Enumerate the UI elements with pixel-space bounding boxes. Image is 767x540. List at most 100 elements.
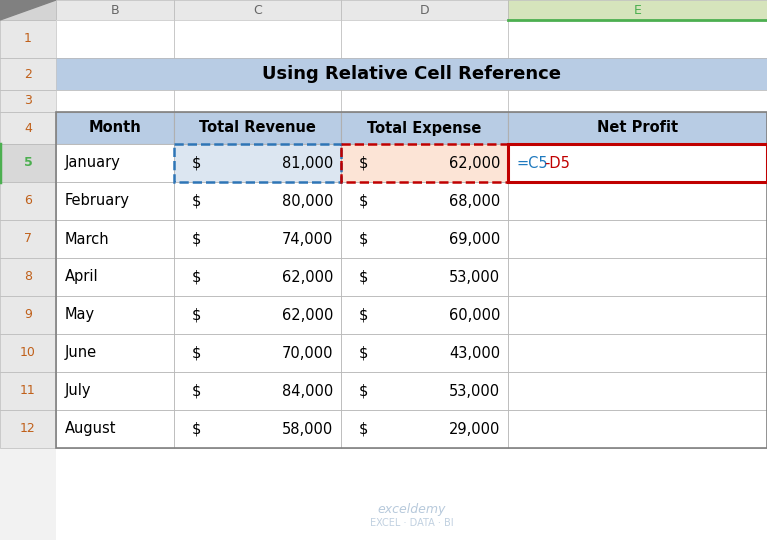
Text: C: C xyxy=(253,3,262,17)
Text: $: $ xyxy=(359,422,368,436)
Bar xyxy=(56,220,174,258)
Bar xyxy=(56,0,174,20)
Bar xyxy=(341,296,508,334)
Text: $: $ xyxy=(359,232,368,246)
Bar xyxy=(341,144,508,182)
Bar xyxy=(174,90,341,112)
Text: 53,000: 53,000 xyxy=(449,269,500,285)
Bar xyxy=(0,144,56,182)
Bar xyxy=(0,258,56,296)
Bar xyxy=(56,258,174,296)
Text: Total Revenue: Total Revenue xyxy=(199,120,316,136)
Text: Net Profit: Net Profit xyxy=(597,120,678,136)
Bar xyxy=(341,220,508,258)
Bar xyxy=(508,334,767,372)
Polygon shape xyxy=(0,0,56,20)
Text: EXCEL · DATA · BI: EXCEL · DATA · BI xyxy=(370,518,453,528)
Bar xyxy=(56,410,174,448)
Text: 60,000: 60,000 xyxy=(449,307,500,322)
Text: $: $ xyxy=(192,422,202,436)
Bar xyxy=(508,144,767,182)
Bar xyxy=(341,182,508,220)
Bar xyxy=(56,90,174,112)
Text: 68,000: 68,000 xyxy=(449,193,500,208)
Bar xyxy=(508,112,767,144)
Bar xyxy=(56,296,174,334)
Text: 11: 11 xyxy=(20,384,36,397)
Bar xyxy=(0,334,56,372)
Bar xyxy=(508,182,767,220)
Text: $: $ xyxy=(192,156,202,171)
Bar xyxy=(0,58,56,90)
Bar xyxy=(508,0,767,20)
Bar xyxy=(341,334,508,372)
Bar xyxy=(341,258,508,296)
Text: Month: Month xyxy=(89,120,141,136)
Text: D: D xyxy=(420,3,430,17)
Text: 29,000: 29,000 xyxy=(449,422,500,436)
Bar xyxy=(508,144,767,182)
Bar xyxy=(174,0,341,20)
Text: 62,000: 62,000 xyxy=(281,269,333,285)
Bar xyxy=(0,296,56,334)
Bar xyxy=(174,296,341,334)
Bar xyxy=(174,258,341,296)
Bar xyxy=(56,144,174,182)
Text: Using Relative Cell Reference: Using Relative Cell Reference xyxy=(262,65,561,83)
Bar xyxy=(56,112,767,448)
Text: 9: 9 xyxy=(24,308,32,321)
Text: January: January xyxy=(65,156,121,171)
Text: 43,000: 43,000 xyxy=(449,346,500,361)
Text: E: E xyxy=(634,3,641,17)
Bar xyxy=(56,334,174,372)
Bar xyxy=(341,90,508,112)
Bar xyxy=(341,0,508,20)
Text: Total Expense: Total Expense xyxy=(367,120,482,136)
Text: $: $ xyxy=(192,232,202,246)
Bar xyxy=(174,144,341,182)
Text: 4: 4 xyxy=(24,122,32,134)
Text: 58,000: 58,000 xyxy=(281,422,333,436)
Bar xyxy=(174,410,341,448)
Text: 2: 2 xyxy=(24,68,32,80)
Bar xyxy=(508,296,767,334)
Text: June: June xyxy=(65,346,97,361)
Text: 5: 5 xyxy=(24,157,32,170)
Text: March: March xyxy=(65,232,110,246)
Bar xyxy=(508,90,767,112)
Bar xyxy=(341,20,508,58)
Text: $: $ xyxy=(192,346,202,361)
Bar xyxy=(56,372,174,410)
Text: May: May xyxy=(65,307,95,322)
Text: July: July xyxy=(65,383,91,399)
Text: $: $ xyxy=(359,156,368,171)
Bar xyxy=(0,0,56,20)
Bar xyxy=(341,372,508,410)
Text: $: $ xyxy=(359,383,368,399)
Bar xyxy=(174,372,341,410)
Text: 10: 10 xyxy=(20,347,36,360)
Bar xyxy=(174,182,341,220)
Bar xyxy=(341,112,508,144)
Text: $: $ xyxy=(192,307,202,322)
Bar xyxy=(508,220,767,258)
Text: $: $ xyxy=(359,346,368,361)
Text: 7: 7 xyxy=(24,233,32,246)
Text: exceldemy: exceldemy xyxy=(377,503,446,516)
Text: 69,000: 69,000 xyxy=(449,232,500,246)
Text: $: $ xyxy=(192,269,202,285)
Bar xyxy=(0,20,56,58)
Bar xyxy=(508,372,767,410)
Text: 3: 3 xyxy=(24,94,32,107)
Text: 12: 12 xyxy=(20,422,36,435)
Bar xyxy=(174,20,341,58)
Text: April: April xyxy=(65,269,99,285)
Bar xyxy=(174,220,341,258)
Bar xyxy=(0,410,56,448)
Bar xyxy=(341,410,508,448)
Text: 8: 8 xyxy=(24,271,32,284)
Text: $: $ xyxy=(192,383,202,399)
Bar xyxy=(508,20,767,58)
Bar xyxy=(174,144,341,182)
Bar xyxy=(174,334,341,372)
